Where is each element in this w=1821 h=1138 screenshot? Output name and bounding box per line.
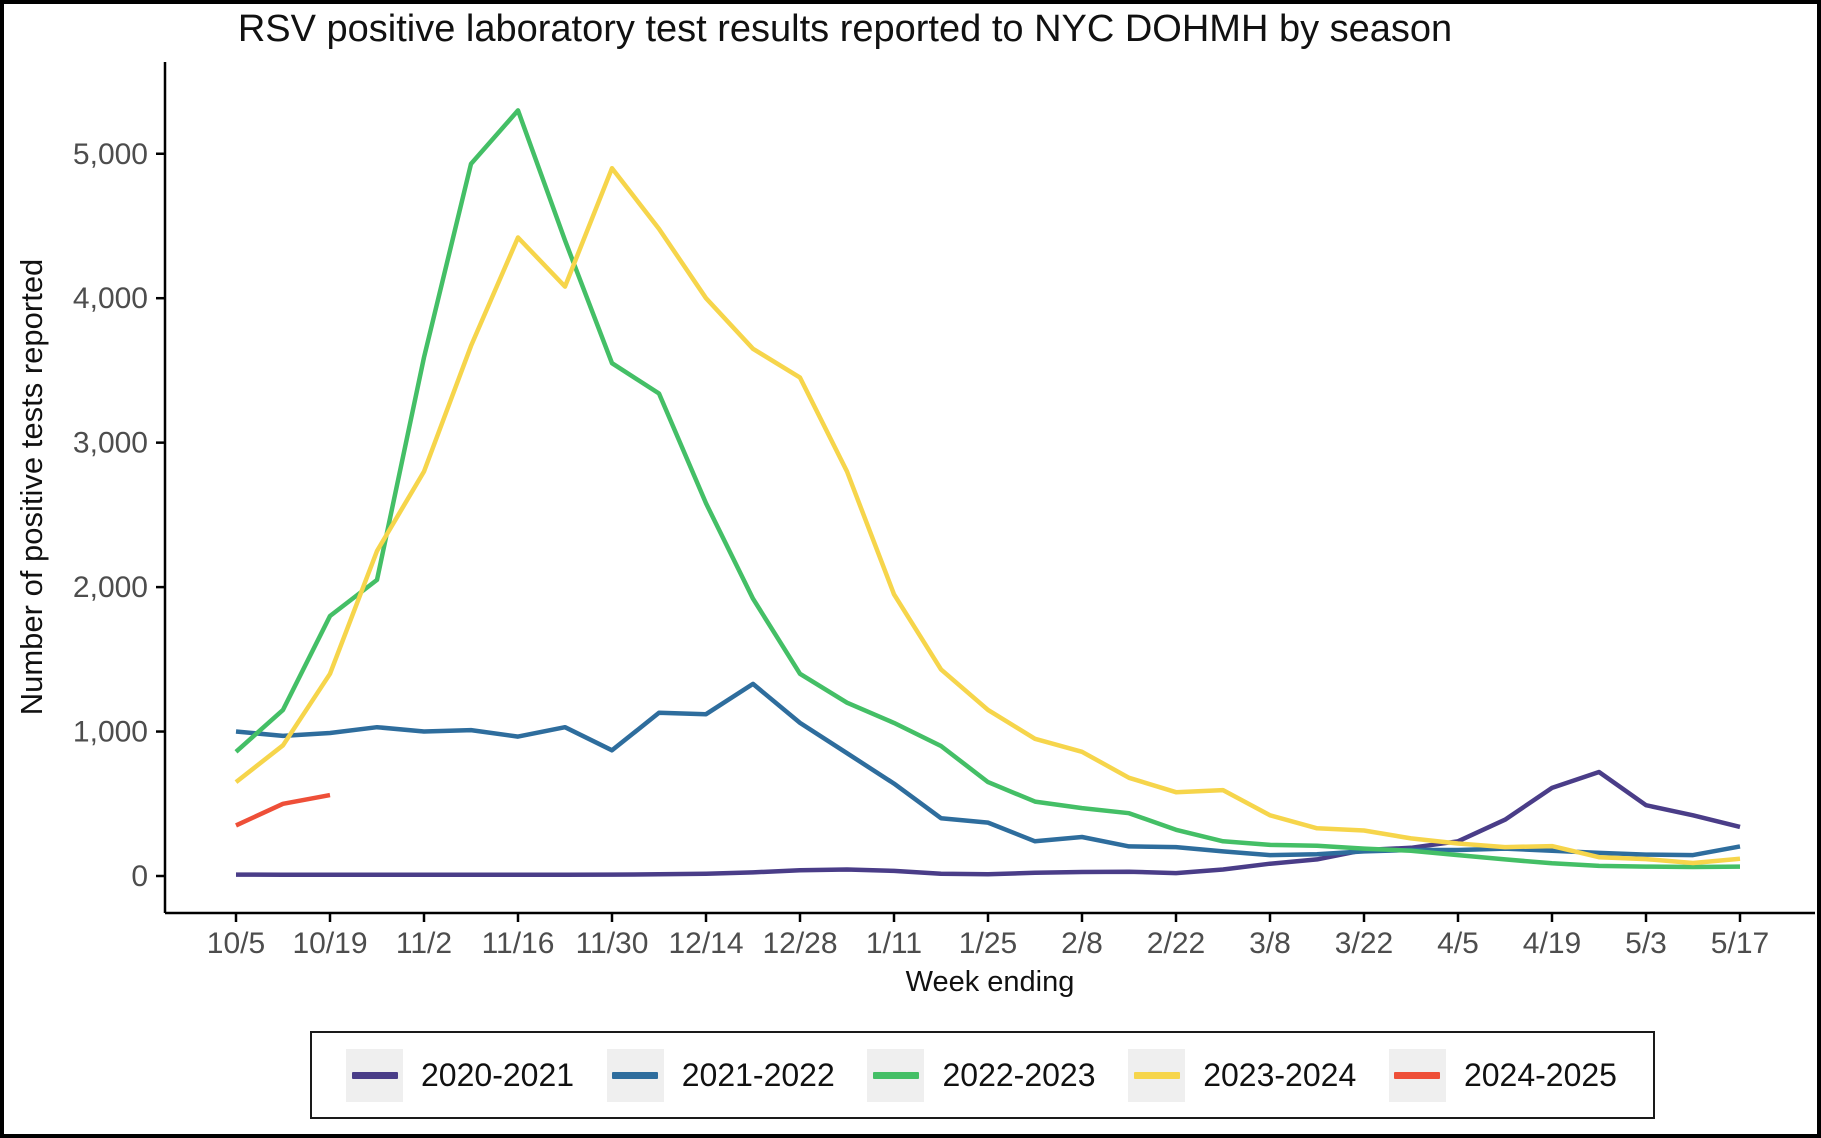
line-swatch-icon	[1394, 1071, 1441, 1079]
y-tick-label: 2,000	[73, 571, 148, 604]
y-tick-label: 0	[131, 860, 148, 893]
legend-item-2022-2023: 2022-2023	[867, 1048, 1096, 1102]
x-tick-label: 10/5	[207, 927, 265, 960]
y-axis-title: Number of positive tests reported	[14, 258, 49, 716]
legend-key-background	[867, 1048, 925, 1102]
chart-legend: 2020-2021 2021-2022 2022-2023 2023-2024 …	[310, 1031, 1655, 1119]
line-swatch-icon	[872, 1071, 919, 1079]
x-tick-label: 3/22	[1335, 927, 1393, 960]
x-tick-label: 1/11	[866, 927, 922, 960]
legend-label: 2021-2022	[681, 1056, 835, 1093]
x-tick-label: 10/19	[292, 927, 367, 960]
x-tick-label: 5/17	[1711, 927, 1769, 960]
x-tick-label: 12/14	[668, 927, 743, 960]
legend-item-2023-2024: 2023-2024	[1128, 1048, 1357, 1102]
legend-item-2020-2021: 2020-2021	[346, 1048, 575, 1102]
legend-key-background	[346, 1048, 403, 1102]
line-swatch-icon	[351, 1071, 398, 1079]
x-tick-label: 1/25	[959, 927, 1017, 960]
legend-item-2021-2022: 2021-2022	[606, 1048, 835, 1102]
legend-label: 2022-2023	[942, 1056, 1096, 1093]
x-tick-label: 12/28	[762, 927, 837, 960]
x-tick-label: 11/2	[396, 927, 452, 960]
series-line-2022-2023	[234, 108, 1741, 870]
legend-label: 2020-2021	[421, 1056, 575, 1093]
series-line-2021-2022	[235, 681, 1741, 858]
legend-label: 2023-2024	[1203, 1056, 1357, 1093]
x-tick-label: 4/19	[1523, 927, 1581, 960]
legend-item-2024-2025: 2024-2025	[1388, 1048, 1617, 1102]
x-tick-label: 11/30	[576, 927, 649, 960]
chart-title: RSV positive laboratory test results rep…	[237, 8, 1453, 50]
legend-label: 2024-2025	[1463, 1056, 1617, 1093]
y-tick-label: 3,000	[73, 427, 148, 460]
series-line-2023-2024	[234, 165, 1741, 866]
x-axis-title: Week ending	[905, 966, 1075, 998]
line-swatch-icon	[612, 1071, 659, 1079]
x-tick-label: 2/22	[1147, 927, 1205, 960]
x-tick-label: 3/8	[1249, 927, 1291, 960]
x-tick-label: 2/8	[1061, 927, 1103, 960]
legend-key-background	[1128, 1048, 1186, 1102]
y-tick-label: 4,000	[73, 282, 148, 315]
x-tick-label: 4/5	[1437, 927, 1479, 960]
x-tick-label: 11/16	[482, 927, 555, 960]
legend-key-background	[606, 1048, 664, 1102]
y-tick-label: 1,000	[73, 716, 148, 749]
line-swatch-icon	[1133, 1071, 1180, 1079]
legend-key-background	[1388, 1048, 1446, 1102]
series-line-2020-2021	[235, 769, 1741, 878]
x-tick-label: 5/3	[1625, 927, 1667, 960]
series-line-2024-2025	[235, 792, 331, 828]
y-tick-label: 5,000	[73, 138, 148, 171]
